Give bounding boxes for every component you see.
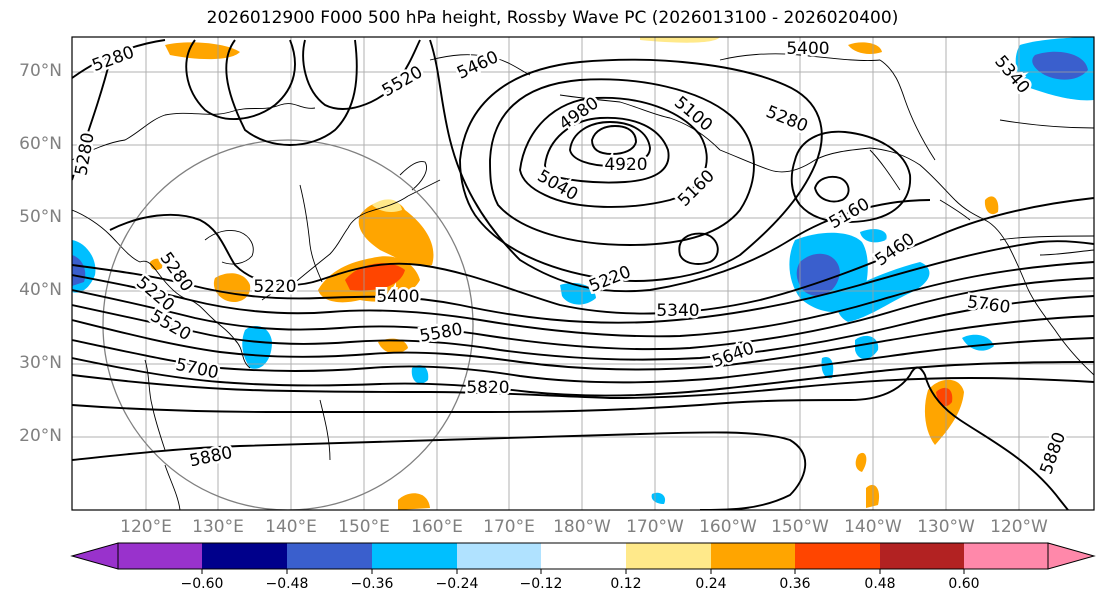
anomaly-positive-kuril (358, 200, 434, 267)
colorbar-outline (117, 542, 1049, 570)
colorbar-segment (880, 543, 964, 569)
anomaly-negative-arctic-core (1032, 51, 1088, 80)
colorbar-segment (457, 543, 541, 569)
anomaly-negative-japan-south (242, 326, 272, 369)
contour-label: 5340 (656, 301, 699, 321)
anomaly-negative-west-core (72, 255, 86, 286)
lon-label: 170°W (626, 517, 684, 537)
lon-label: 120°E (120, 517, 172, 537)
colorbar-segment (711, 543, 795, 569)
anomaly-positive-top (165, 42, 240, 60)
anomaly-negative-hi (855, 335, 879, 359)
colorbar (70, 542, 1096, 574)
lat-label: 20°N (19, 426, 62, 446)
anomaly-negative-mid-1 (411, 365, 429, 384)
colorbar-segment (964, 543, 1048, 569)
lat-label: 60°N (19, 134, 62, 154)
lon-label: 150°W (771, 517, 829, 537)
lon-label: 160°W (699, 517, 757, 537)
lat-label: 40°N (19, 280, 62, 300)
lon-label: 170°E (483, 517, 535, 537)
coastlines (72, 53, 1094, 510)
lat-label: 30°N (19, 353, 62, 373)
anomaly-positive-bottom (398, 493, 430, 510)
lon-label: 130°W (917, 517, 975, 537)
height-contours (72, 39, 1094, 510)
colorbar-tick-label: −0.48 (265, 576, 309, 592)
colorbar-tick-label: −0.36 (350, 576, 394, 592)
anomaly-negative-hi-2 (821, 356, 834, 379)
anomaly-positive-bc (984, 196, 999, 215)
lon-label: 140°W (844, 517, 902, 537)
lat-label: 70°N (19, 61, 62, 81)
colorbar-segment (372, 543, 457, 569)
contour-label: 4920 (604, 155, 647, 175)
projection-circle (102, 139, 474, 510)
colorbar-tick-label: −0.12 (519, 576, 563, 592)
contour-label: 5400 (786, 39, 829, 59)
anomaly-positive-alaska-top (640, 37, 720, 43)
anomaly-positive-small-1 (378, 338, 408, 354)
lon-label: 120°W (990, 517, 1048, 537)
colorbar-segment (541, 543, 626, 569)
lon-label: 180°W (553, 517, 611, 537)
lat-label: 50°N (19, 207, 62, 227)
colorbar-segment (795, 543, 880, 569)
anomaly-positive-sw (855, 452, 867, 472)
contour-label: 5220 (253, 277, 296, 297)
colorbar-extend-max (1047, 542, 1096, 570)
colorbar-tick-label: 0.12 (610, 576, 642, 592)
anomaly-negative-east-band (836, 262, 930, 322)
colorbar-tick-label: 0.48 (864, 576, 896, 592)
colorbar-tick-label: −0.24 (435, 576, 479, 592)
colorbar-segment (287, 543, 372, 569)
colorbar-tick-label: 0.60 (948, 576, 980, 592)
anomaly-shading (72, 37, 1094, 510)
contour-label: 5820 (466, 378, 509, 398)
anomaly-positive-japan-east-core (345, 263, 405, 291)
colorbar-segment (626, 543, 711, 569)
lon-label: 130°E (192, 517, 244, 537)
lon-label: 140°E (265, 517, 317, 537)
colorbar-segment (202, 543, 287, 569)
colorbar-tick-label: 0.24 (695, 576, 727, 592)
colorbar-tick-label: 0.36 (779, 576, 811, 592)
colorbar-segment (118, 543, 202, 569)
figure-title: 2026012900 F000 500 hPa height, Rossby W… (206, 8, 899, 28)
lon-label: 150°E (338, 517, 390, 537)
map-frame (71, 36, 1095, 511)
colorbar-tick-label: −0.60 (180, 576, 224, 592)
colorbar-extend-min (70, 542, 119, 570)
lon-label: 160°E (411, 517, 463, 537)
contour-label: 5400 (376, 287, 419, 307)
